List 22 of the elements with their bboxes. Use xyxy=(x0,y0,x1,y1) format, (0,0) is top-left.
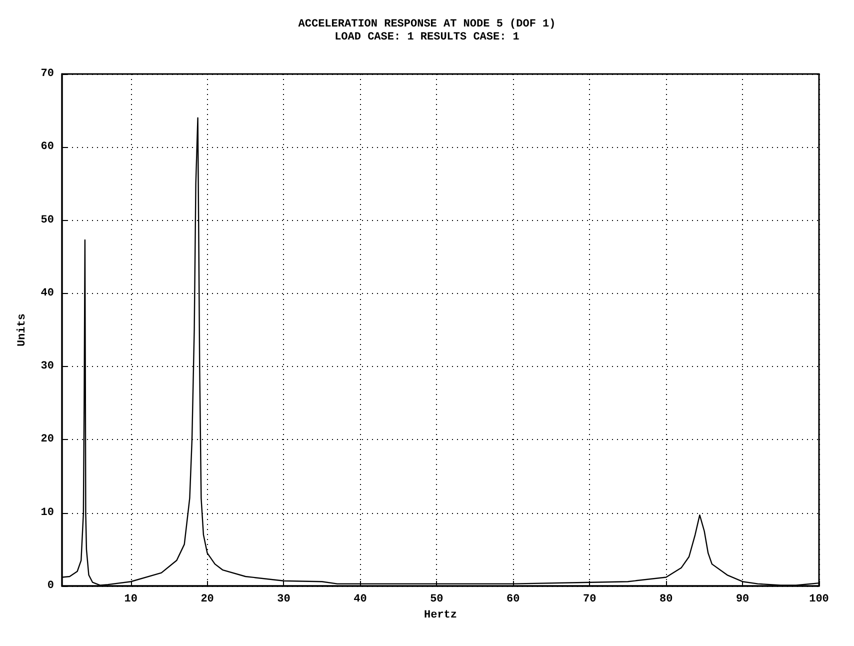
x-tick-label: 10 xyxy=(124,594,138,606)
x-tick-label: 40 xyxy=(354,594,367,606)
x-tick-label: 80 xyxy=(659,594,673,606)
chart-title: ACCELERATION RESPONSE AT NODE 5 (DOF 1) xyxy=(298,18,556,30)
x-tick-label: 60 xyxy=(506,594,520,606)
x-tick-label: 20 xyxy=(200,594,214,606)
x-tick-label: 100 xyxy=(809,594,829,606)
y-tick-label: 70 xyxy=(40,68,54,80)
x-tick-label: 70 xyxy=(583,594,596,606)
x-axis-title: Hertz xyxy=(424,610,458,622)
x-tick-label: 50 xyxy=(430,594,444,606)
y-axis-title: Units xyxy=(16,313,28,347)
y-tick-label: 10 xyxy=(40,506,54,519)
y-tick-label: 60 xyxy=(40,141,54,154)
y-tick-label: 30 xyxy=(40,360,54,373)
y-tick-label: 40 xyxy=(40,287,54,300)
y-tick-label: 0 xyxy=(47,580,54,592)
x-tick-label: 30 xyxy=(277,594,290,606)
y-tick-label: 20 xyxy=(40,434,54,446)
y-tick-label: 50 xyxy=(40,214,54,226)
x-tick-label: 90 xyxy=(736,594,750,606)
chart-subtitle: LOAD CASE: 1 RESULTS CASE: 1 xyxy=(334,32,520,44)
